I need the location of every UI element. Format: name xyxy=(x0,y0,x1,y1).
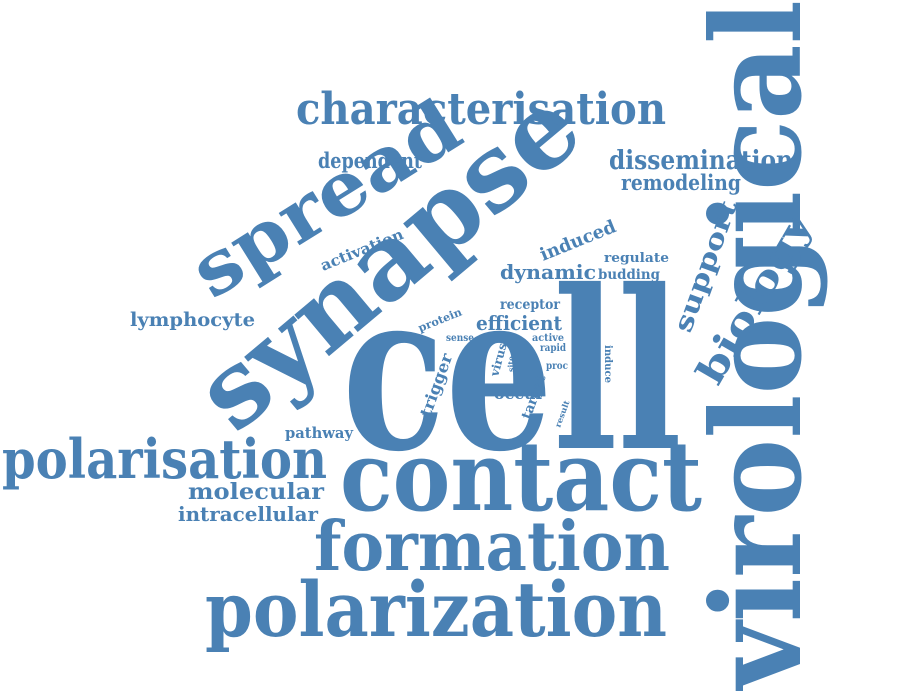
word-active: active xyxy=(532,333,564,344)
word-polarization: polarization xyxy=(205,565,667,654)
word-formation: formation xyxy=(314,507,670,587)
word-dissemination: dissemination xyxy=(609,146,793,176)
word-receptor: receptor xyxy=(500,297,561,313)
word-proc: proc xyxy=(546,361,568,372)
word-dependent: dependent xyxy=(318,148,422,173)
word-remodeling: remodeling xyxy=(621,170,741,195)
word-intracellular: intracellular xyxy=(178,502,318,526)
word-polarisation: polarisation xyxy=(2,427,327,491)
word-occur: occur xyxy=(494,384,545,403)
word-budding: budding xyxy=(598,267,660,283)
word-lymphocyte: lymphocyte xyxy=(130,309,255,331)
word-dynamic: dynamic xyxy=(500,260,596,284)
word-efficient: efficient xyxy=(476,311,563,335)
word-regulate: regulate xyxy=(604,251,669,266)
word-contact: contact xyxy=(340,420,702,533)
word-site: site xyxy=(506,356,516,372)
word-molecular: molecular xyxy=(188,479,324,505)
word-cell: cell xyxy=(342,241,682,500)
word-rapid: rapid xyxy=(540,343,566,354)
word-induce: induce xyxy=(602,345,613,383)
word-pathway: pathway xyxy=(285,424,354,442)
word-characterisation: characterisation xyxy=(296,84,666,135)
word-sense: sense xyxy=(446,333,474,344)
word-virological: virological xyxy=(685,0,830,691)
